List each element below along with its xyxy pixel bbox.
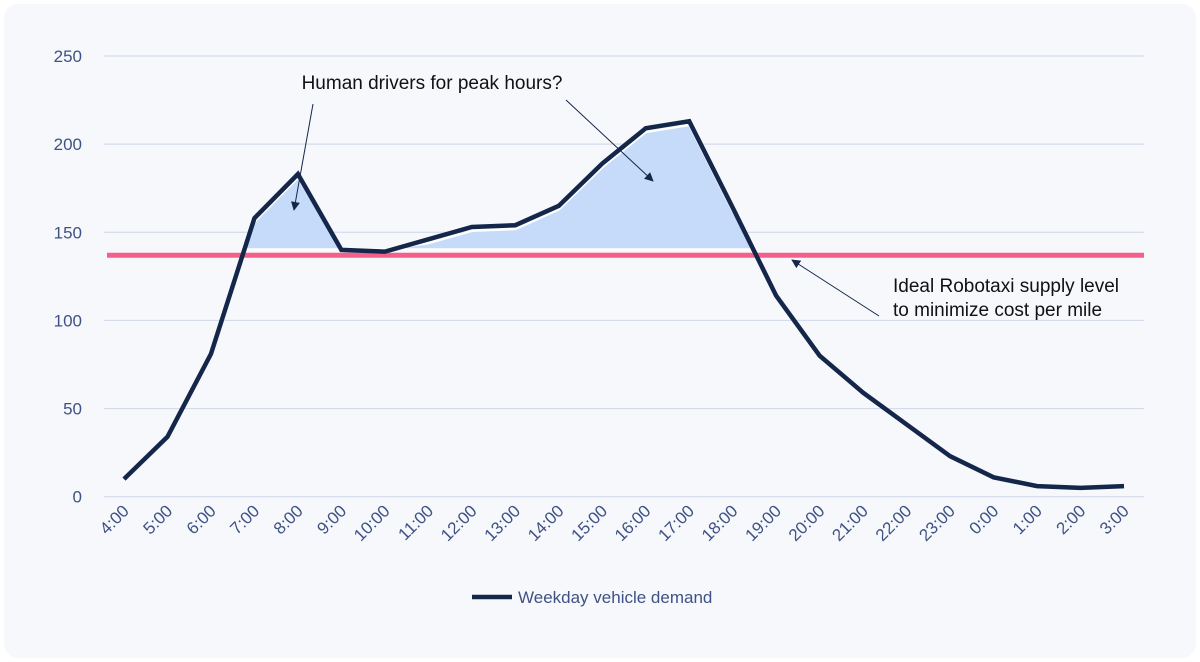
y-tick-label: 150 [54,223,82,242]
x-tick-label: 18:00 [698,501,742,545]
x-tick-label: 5:00 [139,501,176,538]
annotation-arrow-evening [565,99,654,182]
x-tick-label: 6:00 [183,501,220,538]
x-tick-label: 3:00 [1096,501,1133,538]
x-tick-label: 8:00 [270,501,307,538]
x-tick-label: 4:00 [96,501,133,538]
annotation-supply-line2: to minimize cost per mile [893,300,1102,321]
x-tick-label: 7:00 [226,501,263,538]
x-tick-label: 14:00 [524,501,568,545]
annotation-arrow-supply [791,259,880,317]
x-tick-label: 17:00 [655,501,699,545]
x-tick-label: 16:00 [611,501,655,545]
x-tick-label: 2:00 [1053,501,1090,538]
demand-series-line [122,118,1125,491]
x-tick-label: 10:00 [350,501,394,545]
x-tick-label: 1:00 [1009,501,1046,538]
legend-label: Weekday vehicle demand [518,588,712,607]
annotation-arrow-morning [290,103,314,211]
chart-card [4,4,1196,658]
x-tick-label: 13:00 [481,501,525,545]
x-tick-label: 19:00 [741,501,785,545]
y-tick-label: 250 [54,47,82,66]
annotation-supply-line1: Ideal Robotaxi supply level [893,276,1119,297]
x-tick-label: 22:00 [872,501,916,545]
x-tick-label: 15:00 [568,501,612,545]
x-tick-label: 0:00 [966,501,1003,538]
x-tick-label: 20:00 [785,501,829,545]
x-tick-label: 23:00 [915,501,959,545]
y-tick-label: 50 [63,400,82,419]
y-tick-label: 200 [54,135,82,154]
x-tick-label: 11:00 [395,501,438,544]
x-tick-label: 12:00 [437,501,481,545]
x-tick-label: 21:00 [828,501,872,545]
annotation-human-drivers: Human drivers for peak hours? [302,73,563,94]
x-tick-label: 9:00 [313,501,350,538]
y-tick-label: 0 [73,488,82,507]
y-tick-label: 100 [54,311,82,330]
